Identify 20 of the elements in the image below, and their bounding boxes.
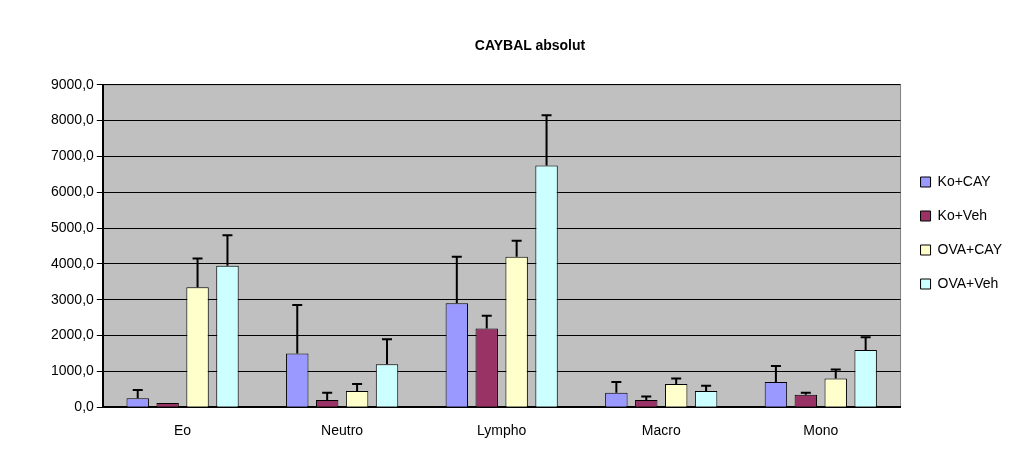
x-tick-label: Neutro [321,422,364,439]
y-tick-label: 6000,0 [50,183,95,200]
y-tick-label: 1000,0 [50,362,95,379]
y-tick-label: 3000,0 [50,290,95,307]
legend-label: OVA+Veh [937,274,999,291]
y-tick-label: 5000,0 [50,218,95,235]
x-tick-label: Eo [174,422,192,439]
x-tick-label: Mono [803,422,839,439]
legend-label: OVA+CAY [937,240,1003,257]
legend-label: Ko+Veh [937,206,987,223]
x-tick-label: Lympho [477,422,527,439]
y-tick-label: 9000,0 [50,75,95,92]
y-tick-label: 0,0 [74,398,95,415]
legend-label: Ko+CAY [937,172,992,189]
y-tick-label: 8000,0 [50,111,95,128]
y-tick-label: 2000,0 [50,326,95,343]
chart-title: CAYBAL absolut [474,37,586,54]
y-tick-label: 4000,0 [50,254,95,271]
y-tick-label: 7000,0 [50,147,95,164]
x-tick-label: Macro [641,422,681,439]
